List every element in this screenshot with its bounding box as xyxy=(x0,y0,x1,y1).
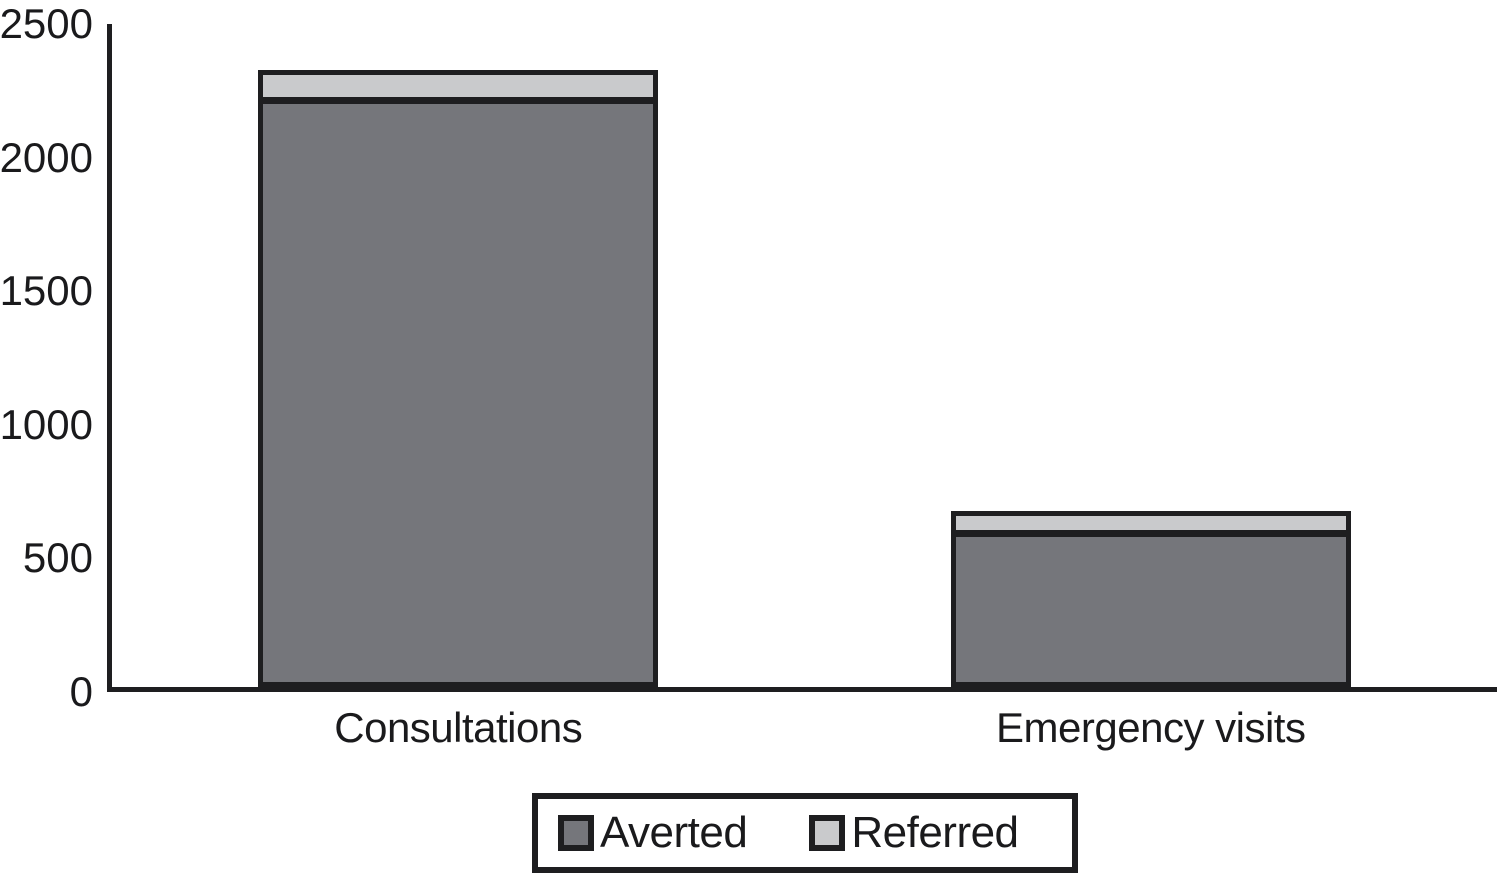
bar-segment-referred xyxy=(950,511,1351,535)
referred-swatch-icon xyxy=(809,815,846,851)
y-tick-label: 1500 xyxy=(0,267,93,315)
bar-segment-averted xyxy=(950,532,1351,687)
legend-entry-averted: Averted xyxy=(558,808,748,858)
bar-segment-referred xyxy=(258,70,659,102)
legend: Averted Referred xyxy=(532,793,1078,873)
plot-area xyxy=(107,24,1497,692)
bar-emergency-visits xyxy=(950,511,1351,687)
y-tick-label: 0 xyxy=(69,668,93,715)
y-tick-label: 2500 xyxy=(0,0,93,47)
bar-segment-averted xyxy=(258,99,659,687)
y-tick-label: 500 xyxy=(22,534,93,582)
legend-label-averted: Averted xyxy=(600,808,748,857)
legend-label-referred: Referred xyxy=(851,808,1019,857)
y-tick-label: 1000 xyxy=(0,400,93,448)
y-tick-label: 2000 xyxy=(0,133,93,181)
y-axis-tick-labels: 0 500 1000 1500 2000 2500 xyxy=(0,0,99,876)
x-category-label: Consultations xyxy=(334,704,583,751)
averted-swatch-icon xyxy=(558,815,594,851)
legend-entry-referred: Referred xyxy=(809,808,1019,858)
x-category-label: Emergency visits xyxy=(996,704,1306,751)
bar-consultations xyxy=(258,70,659,687)
